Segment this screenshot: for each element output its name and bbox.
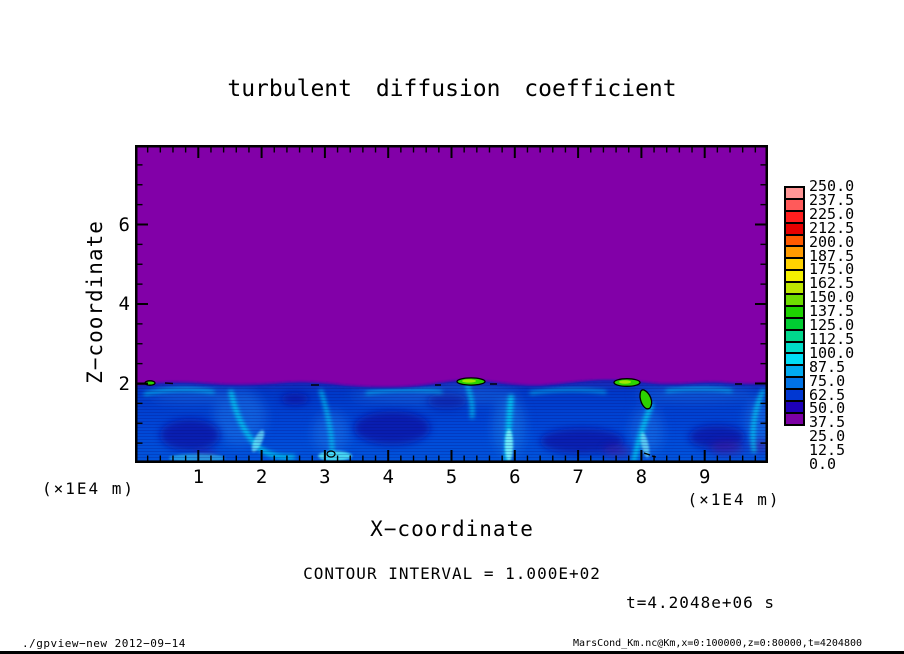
colorbar-level-label: 200.0 bbox=[809, 232, 855, 251]
z-axis-tick-labels: 6 4 2 bbox=[100, 145, 130, 463]
contour-interval-note: CONTOUR INTERVAL = 1.000E+02 bbox=[303, 564, 601, 583]
z-axis-label: Z−coordinate bbox=[83, 220, 107, 384]
colorbar-level-label: 87.5 bbox=[809, 357, 846, 376]
colorbar-level-label: 12.5 bbox=[809, 441, 846, 460]
plot-frame bbox=[135, 145, 768, 463]
colorbar-level-label: 25.0 bbox=[809, 427, 846, 446]
x-tick-label: 9 bbox=[698, 466, 711, 488]
colorbar-level-label: 137.5 bbox=[809, 302, 855, 321]
colorbar-level-label: 0.0 bbox=[809, 455, 837, 473]
z-tick-label: 6 bbox=[118, 213, 130, 236]
colorbar-level-label: 162.5 bbox=[809, 274, 855, 293]
x-axis-tick-labels: 1 2 3 4 5 6 7 8 9 bbox=[135, 466, 768, 488]
colorbar-level-label: 50.0 bbox=[809, 399, 846, 418]
axis-ticks bbox=[137, 147, 766, 461]
green-blob-highlight bbox=[619, 380, 631, 384]
x-axis-units: (×1E4 m) bbox=[687, 490, 781, 509]
page-title: turbulent diffusion coefficient bbox=[227, 76, 677, 102]
layer-striping bbox=[135, 380, 768, 463]
z-tick-label: 4 bbox=[118, 293, 130, 315]
z-tick-label: 2 bbox=[118, 372, 130, 395]
x-tick-label: 2 bbox=[255, 466, 268, 488]
colorbar-level-label: 212.5 bbox=[809, 218, 855, 237]
x-tick-label: 3 bbox=[319, 466, 331, 488]
footer-file-info: MarsCond_Km.nc@Km,x=0:100000,z=0:80000,t… bbox=[573, 638, 862, 649]
colorbar-level-label: 62.5 bbox=[809, 385, 846, 404]
colorbar-level-label: 75.0 bbox=[809, 371, 846, 390]
colorbar-level-label: 225.0 bbox=[809, 204, 855, 223]
colorbar-level-label: 187.5 bbox=[809, 246, 855, 265]
x-tick-label: 7 bbox=[572, 466, 584, 488]
bottom-border bbox=[0, 651, 904, 654]
colorbar-level-label: 112.5 bbox=[809, 329, 855, 348]
colorbar-level-label: 100.0 bbox=[809, 343, 855, 362]
colorbar-labels: 250.0 237.5 225.0 212.5 200.0 187.5 175.0 162.5… bbox=[809, 177, 869, 476]
colorbar-level-label: 125.0 bbox=[809, 316, 855, 334]
x-tick-label: 4 bbox=[382, 466, 394, 488]
colorbar bbox=[784, 186, 805, 426]
contour-plot bbox=[135, 145, 768, 463]
colorbar-level-label: 250.0 bbox=[809, 177, 855, 195]
x-axis-label: X−coordinate bbox=[370, 517, 534, 541]
colorbar-level-label: 37.5 bbox=[809, 413, 846, 432]
small-contour-loop bbox=[326, 450, 336, 458]
time-label: t=4.2048e+06 s bbox=[626, 593, 775, 612]
x-tick-label: 1 bbox=[192, 466, 205, 488]
colorbar-level-label: 237.5 bbox=[809, 190, 855, 209]
x-tick-label: 5 bbox=[445, 466, 458, 488]
green-blob-highlight bbox=[462, 379, 476, 383]
colorbar-cell bbox=[784, 411, 805, 426]
colorbar-level-label: 150.0 bbox=[809, 288, 855, 307]
colorbar-level-label: 175.0 bbox=[809, 260, 855, 279]
x-tick-label: 8 bbox=[635, 466, 648, 488]
footer-command-date: ./gpview−new 2012−09−14 bbox=[22, 637, 186, 650]
contour-field bbox=[135, 377, 768, 463]
x-tick-label: 6 bbox=[509, 466, 521, 488]
z-axis-units: (×1E4 m) bbox=[42, 479, 136, 498]
